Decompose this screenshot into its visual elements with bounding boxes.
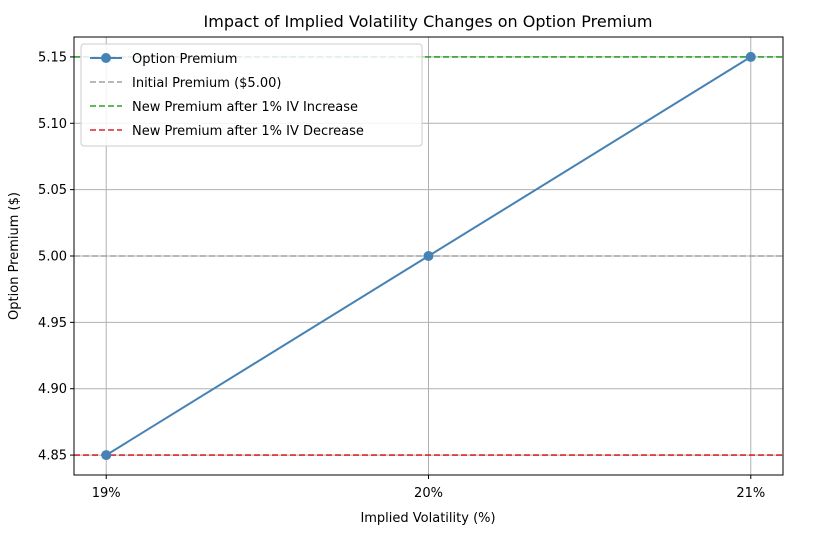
y-axis-label: Option Premium ($)	[7, 192, 22, 320]
legend-label: Initial Premium ($5.00)	[132, 76, 281, 91]
series-layer	[101, 51, 756, 461]
legend-marker	[101, 53, 111, 63]
data-point	[423, 251, 434, 261]
legend-label: Option Premium	[132, 52, 237, 67]
y-axis: 4.85 4.90 4.95 5.00 5.05 5.10 5.15	[38, 50, 74, 464]
y-tick-label: 5.05	[38, 183, 67, 198]
y-tick-label: 4.95	[38, 316, 67, 331]
data-point	[101, 450, 112, 461]
data-point	[745, 51, 756, 62]
x-axis: 19% 20% 21%	[92, 475, 765, 501]
y-tick-label: 4.85	[38, 449, 67, 464]
x-tick-label: 21%	[736, 486, 765, 501]
x-tick-label: 19%	[92, 486, 121, 501]
chart-title: Impact of Implied Volatility Changes on …	[204, 12, 653, 31]
legend-label: New Premium after 1% IV Increase	[132, 100, 358, 115]
y-tick-label: 5.15	[38, 50, 67, 65]
y-tick-label: 5.00	[38, 250, 67, 265]
y-tick-label: 4.90	[38, 382, 67, 397]
y-tick-label: 5.10	[38, 117, 67, 132]
x-tick-label: 20%	[414, 486, 443, 501]
x-axis-label: Implied Volatility (%)	[360, 511, 495, 526]
legend: Option Premium Initial Premium ($5.00) New…	[80, 43, 423, 147]
legend-box	[80, 43, 423, 147]
legend-label: New Premium after 1% IV Decrease	[132, 124, 364, 139]
